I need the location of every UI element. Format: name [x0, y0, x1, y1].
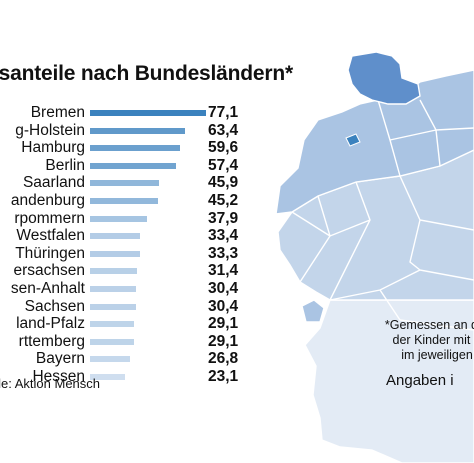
- value-label: 29,1: [208, 332, 239, 350]
- unit-note: Angaben i: [386, 372, 454, 389]
- value-label: 57,4: [208, 156, 239, 174]
- value-label: 63,4: [208, 121, 239, 139]
- category-label: sen-Anhalt: [10, 280, 85, 297]
- map-schleswig-holstein: [347, 51, 421, 105]
- value-label: 31,4: [208, 262, 239, 280]
- category-label: Berlin: [45, 156, 85, 174]
- category-label: Bremen: [30, 104, 85, 121]
- map-germany-south: [304, 299, 474, 463]
- category-label: Hamburg: [21, 139, 85, 157]
- bar: [90, 268, 138, 275]
- bar: [90, 198, 158, 204]
- bar: [90, 250, 141, 257]
- bar: [90, 110, 206, 116]
- bar: [90, 180, 160, 187]
- category-label: Bayern: [35, 350, 85, 368]
- bar: [90, 321, 134, 328]
- bar: [90, 127, 186, 134]
- footnote-line: im jeweiligen: [401, 348, 473, 362]
- category-label: rpommern: [14, 209, 85, 227]
- bar: [90, 162, 177, 169]
- value-label: 30,4: [208, 297, 239, 315]
- bar: [90, 233, 141, 240]
- category-label: Westfalen: [16, 227, 85, 245]
- value-label: 77,1: [208, 104, 239, 121]
- footnote-line: der Kinder mit F: [392, 333, 474, 347]
- value-label: 37,9: [208, 209, 239, 227]
- value-label: 33,3: [208, 244, 239, 262]
- category-label: Thüringen: [15, 244, 85, 262]
- value-label: 23,1: [208, 368, 239, 385]
- value-label: 33,4: [208, 227, 239, 245]
- value-label: 26,8: [208, 350, 239, 368]
- value-label: 45,2: [208, 192, 239, 209]
- bar: [90, 145, 180, 152]
- category-label: g-Holstein: [15, 121, 85, 139]
- map-border-lines: [291, 99, 474, 331]
- category-label: Sachsen: [24, 297, 85, 315]
- bar: [90, 356, 131, 363]
- category-label: land-Pfalz: [16, 315, 85, 333]
- value-label: 29,1: [208, 315, 239, 333]
- value-label: 59,6: [208, 139, 239, 157]
- footnote: *Gemessen an der der Kinder mit F im jew…: [352, 318, 474, 363]
- category-label: Saarland: [22, 174, 85, 192]
- bar: [90, 286, 136, 292]
- map-bremen: [345, 133, 361, 147]
- map-saarland: [301, 299, 325, 323]
- footnote-line: *Gemessen an der: [384, 318, 474, 332]
- category-label: ersachsen: [13, 262, 85, 280]
- category-label: Hessen: [32, 368, 85, 385]
- bar: [90, 303, 136, 310]
- bar: [90, 374, 125, 380]
- bar: [90, 338, 134, 345]
- bar: [90, 215, 148, 222]
- category-label: rttemberg: [18, 332, 85, 350]
- category-label: andenburg: [10, 192, 85, 209]
- source-note: elle: Aktion Mensch: [0, 376, 101, 391]
- value-label: 45,9: [208, 174, 239, 192]
- chart-title: nsanteile nach Bundesländern*: [0, 62, 293, 85]
- value-label: 30,4: [208, 280, 239, 297]
